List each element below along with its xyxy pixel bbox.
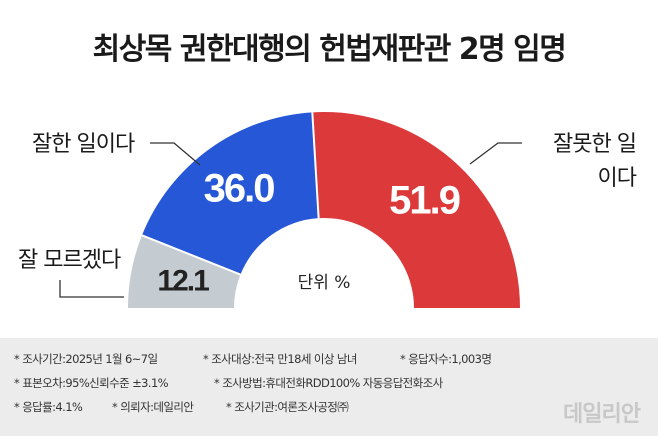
slice-unsure — [128, 235, 241, 308]
note-response-rate: * 응답률:4.1% — [14, 400, 83, 414]
note-client: * 의뢰자:데일리안 — [112, 400, 194, 414]
slice-good — [141, 112, 319, 275]
semicircle-chart: 12.1 36.0 51.9 단위 % 잘 모르겠다 잘한 일이다 잘못한 일이다 — [18, 111, 638, 308]
slice-unsure-value: 12.1 — [157, 264, 209, 297]
slice-bad — [312, 111, 520, 308]
note-survey-period: * 조사기간:2025년 1월 6~7일 — [14, 352, 158, 366]
label-bad-line1: 잘못한 일 — [553, 132, 636, 157]
slice-good-value: 36.0 — [204, 167, 275, 211]
watermark-logo: 데일리안 — [563, 402, 641, 427]
note-survey-target: * 조사대상:전국 만18세 이상 남녀 — [203, 352, 357, 366]
label-unsure: 잘 모르겠다 — [18, 248, 121, 273]
callout-bad — [469, 142, 522, 165]
label-good: 잘한 일이다 — [32, 132, 135, 157]
note-agency: * 조사기관:여론조사공정㈜ — [226, 400, 349, 414]
label-bad-line2: 이다 — [598, 166, 637, 191]
slice-separator — [311, 112, 320, 219]
survey-notes-panel: * 조사기간:2025년 1월 6~7일 * 조사대상:전국 만18세 이상 남… — [0, 338, 658, 436]
note-respondents: * 응답자수:1,003명 — [400, 352, 492, 366]
callout-unsure — [59, 280, 124, 298]
note-margin-of-error: * 표본오차:95%신뢰수준 ±3.1% — [14, 376, 169, 390]
slice-separator — [141, 234, 241, 276]
callout-good — [150, 142, 201, 166]
chart-title: 최상목 권한대행의 헌법재판관 2명 임명 — [92, 32, 567, 67]
unit-label: 단위 % — [298, 273, 351, 293]
note-survey-method: * 조사방법:휴대전화RDD100% 자동응답전화조사 — [214, 376, 443, 390]
slice-bad-value: 51.9 — [389, 179, 460, 223]
